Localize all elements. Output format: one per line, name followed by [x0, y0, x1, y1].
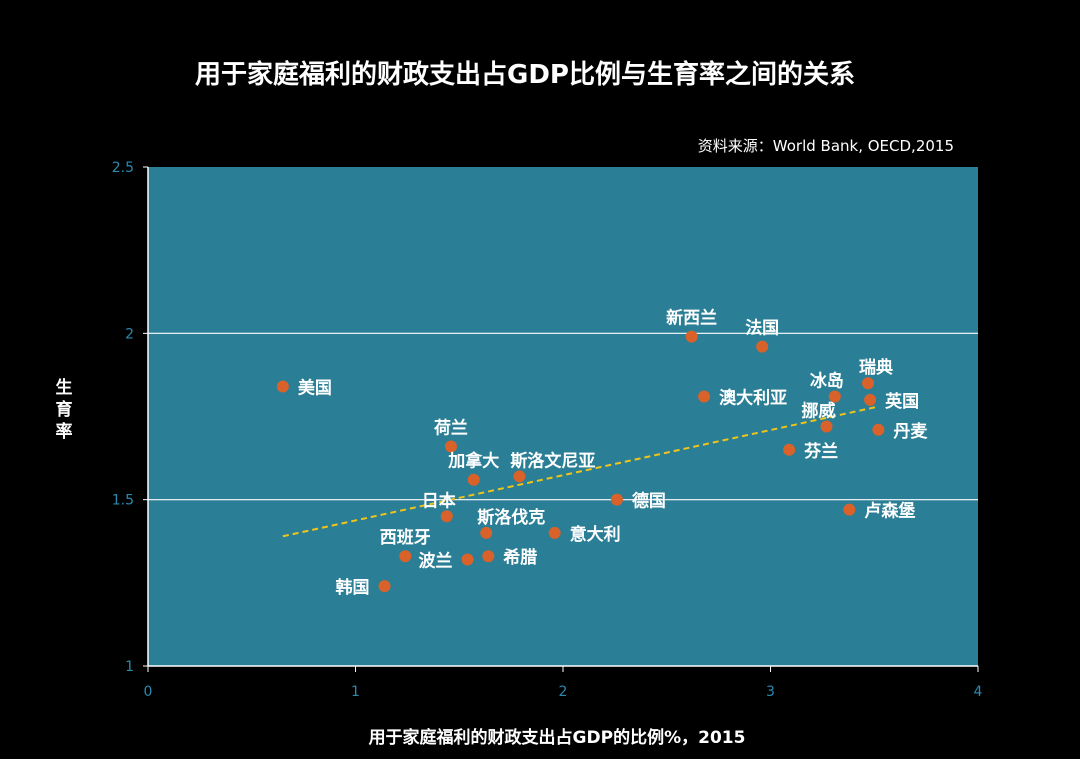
point-15: [440, 510, 453, 523]
point-3: [756, 340, 769, 353]
point-label-12: 加拿大: [447, 451, 499, 472]
point-14: [610, 493, 623, 506]
point-label-19: 西班牙: [380, 528, 431, 548]
point-label-14: 德国: [632, 491, 666, 512]
x-tick-label: 0: [144, 684, 153, 700]
x-tick-label: 4: [974, 684, 983, 700]
y-tick-label: 2: [125, 326, 134, 342]
point-label-1: 美国: [298, 378, 332, 399]
chart-title: 用于家庭福利的财政支出占GDP比例与生育率之间的关系: [195, 59, 855, 90]
point-label-15: 日本: [422, 490, 456, 511]
point-label-22: 韩国: [336, 577, 370, 598]
y-tick-label: 1: [125, 659, 134, 675]
point-7: [698, 390, 711, 403]
tick-labels: 11.522.50 1 2 3 4: [112, 160, 983, 700]
point-2: [685, 330, 698, 343]
source-note: 资料来源：World Bank, OECD,2015: [698, 137, 954, 155]
x-tick-label: 1: [351, 684, 360, 700]
point-12: [467, 473, 480, 486]
point-1: [276, 380, 289, 393]
point-18: [843, 503, 856, 516]
point-label-10: 芬兰: [803, 441, 838, 462]
point-4: [862, 377, 875, 390]
point-label-16: 斯洛伐克: [477, 507, 545, 528]
point-label-5: 冰岛: [810, 371, 844, 392]
point-10: [783, 443, 796, 456]
point-22: [378, 580, 391, 593]
y-axis-title: 生育率: [56, 377, 73, 442]
y-tick-label: 1.5: [112, 493, 134, 509]
point-16: [480, 526, 493, 539]
point-label-13: 斯洛文尼亚: [510, 450, 595, 471]
point-21: [482, 550, 495, 563]
plot-area: [148, 167, 978, 666]
point-label-11: 荷兰: [434, 417, 468, 438]
x-axis-title: 用于家庭福利的财政支出占GDP的比例%，2015: [369, 727, 746, 748]
x-tick-label: 2: [559, 684, 568, 700]
point-6: [864, 393, 877, 406]
point-label-21: 希腊: [503, 547, 537, 568]
point-label-6: 英国: [885, 391, 919, 412]
point-9: [872, 423, 885, 436]
point-label-20: 波兰: [419, 551, 453, 572]
point-label-17: 意大利: [570, 524, 621, 545]
point-label-3: 法国: [745, 318, 779, 339]
point-11: [444, 440, 457, 453]
axes: [143, 166, 979, 672]
point-label-18: 卢森堡: [864, 501, 915, 522]
x-tick-label: 3: [766, 684, 775, 700]
point-13: [513, 470, 526, 483]
point-17: [548, 526, 561, 539]
point-label-9: 丹麦: [893, 421, 928, 442]
point-label-8: 挪威: [802, 400, 836, 421]
data-points: [276, 330, 885, 593]
trendline: [282, 405, 879, 538]
point-20: [461, 553, 474, 566]
point-5: [828, 390, 841, 403]
point-19: [399, 550, 412, 563]
point-8: [820, 420, 833, 433]
point-label-7: 澳大利亚: [719, 388, 787, 409]
point-label-4: 瑞典: [859, 357, 893, 378]
y-tick-label: 2.5: [112, 160, 134, 176]
point-label-2: 新西兰: [666, 308, 717, 329]
gridlines: [148, 332, 978, 501]
